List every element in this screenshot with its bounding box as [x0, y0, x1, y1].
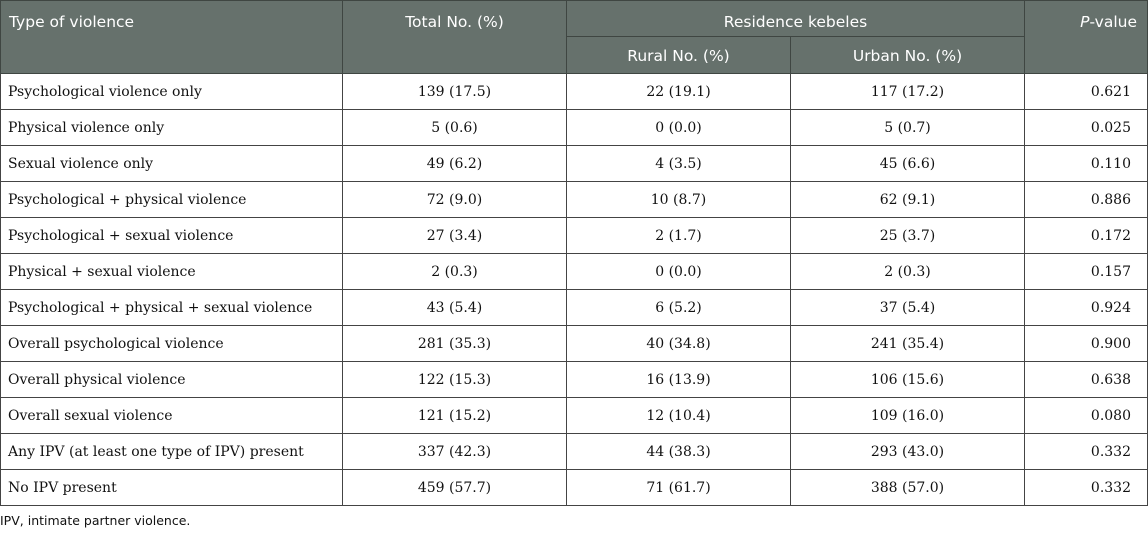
- cell-urban: 2 (0.3): [790, 253, 1025, 290]
- cell-total: 49 (6.2): [342, 145, 567, 182]
- header-p-value: P-value: [1024, 0, 1148, 74]
- cell-type: Any IPV (at least one type of IPV) prese…: [0, 433, 343, 470]
- cell-type: Physical violence only: [0, 109, 343, 146]
- cell-urban: 241 (35.4): [790, 325, 1025, 362]
- cell-urban: 117 (17.2): [790, 73, 1025, 110]
- cell-rural: 2 (1.7): [566, 217, 791, 254]
- table-row: Psychological + physical violence 72 (9.0…: [0, 181, 1148, 218]
- table-row: Sexual violence only 49 (6.2) 4 (3.5) 45 (6…: [0, 145, 1148, 182]
- cell-rural: 40 (34.8): [566, 325, 791, 362]
- cell-total: 5 (0.6): [342, 109, 567, 146]
- cell-p-value: 0.025: [1024, 109, 1148, 146]
- table-row: Psychological + physical + sexual violen…: [0, 289, 1148, 326]
- table-body: Psychological violence only 139 (17.5) 22 …: [0, 73, 1148, 506]
- header-row-top: Type of violence Total No. (%) Residence…: [0, 0, 1148, 74]
- cell-type: Psychological + sexual violence: [0, 217, 343, 254]
- cell-total: 459 (57.7): [342, 469, 567, 506]
- cell-p-value: 0.080: [1024, 397, 1148, 434]
- cell-total: 139 (17.5): [342, 73, 567, 110]
- cell-urban: 106 (15.6): [790, 361, 1025, 398]
- cell-total: 281 (35.3): [342, 325, 567, 362]
- table-row: Any IPV (at least one type of IPV) prese…: [0, 433, 1148, 470]
- cell-p-value: 0.172: [1024, 217, 1148, 254]
- cell-rural: 6 (5.2): [566, 289, 791, 326]
- cell-rural: 22 (19.1): [566, 73, 791, 110]
- header-rural: Rural No. (%): [566, 36, 791, 74]
- table-row: Psychological violence only 139 (17.5) 22 …: [0, 73, 1148, 110]
- cell-p-value: 0.621: [1024, 73, 1148, 110]
- header-total: Total No. (%): [342, 0, 567, 74]
- table-row: Overall physical violence 122 (15.3) 16 (1…: [0, 361, 1148, 398]
- header-urban: Urban No. (%): [790, 36, 1025, 74]
- cell-p-value: 0.900: [1024, 325, 1148, 362]
- cell-rural: 12 (10.4): [566, 397, 791, 434]
- cell-total: 121 (15.2): [342, 397, 567, 434]
- cell-total: 122 (15.3): [342, 361, 567, 398]
- cell-type: Overall psychological violence: [0, 325, 343, 362]
- table-row: Overall psychological violence 281 (35.3)…: [0, 325, 1148, 362]
- header-type-of-violence: Type of violence: [0, 0, 343, 74]
- header-p-suffix: -value: [1089, 13, 1137, 31]
- cell-total: 72 (9.0): [342, 181, 567, 218]
- cell-type: Sexual violence only: [0, 145, 343, 182]
- cell-urban: 109 (16.0): [790, 397, 1025, 434]
- cell-p-value: 0.638: [1024, 361, 1148, 398]
- cell-urban: 62 (9.1): [790, 181, 1025, 218]
- cell-total: 27 (3.4): [342, 217, 567, 254]
- cell-urban: 293 (43.0): [790, 433, 1025, 470]
- cell-p-value: 0.110: [1024, 145, 1148, 182]
- cell-type: Overall sexual violence: [0, 397, 343, 434]
- cell-type: Psychological + physical + sexual violen…: [0, 289, 343, 326]
- cell-urban: 45 (6.6): [790, 145, 1025, 182]
- table-row: Physical violence only 5 (0.6) 0 (0.0) 5 (0…: [0, 109, 1148, 146]
- cell-p-value: 0.332: [1024, 433, 1148, 470]
- cell-type: Physical + sexual violence: [0, 253, 343, 290]
- cell-rural: 4 (3.5): [566, 145, 791, 182]
- cell-urban: 5 (0.7): [790, 109, 1025, 146]
- cell-urban: 388 (57.0): [790, 469, 1025, 506]
- table-row: Psychological + sexual violence 27 (3.4) 2…: [0, 217, 1148, 254]
- cell-type: Overall physical violence: [0, 361, 343, 398]
- cell-p-value: 0.886: [1024, 181, 1148, 218]
- cell-rural: 0 (0.0): [566, 253, 791, 290]
- cell-urban: 37 (5.4): [790, 289, 1025, 326]
- table-footnote: IPV, intimate partner violence.: [0, 513, 191, 528]
- cell-rural: 16 (13.9): [566, 361, 791, 398]
- ipv-table: Type of violence Total No. (%) Residence…: [0, 0, 1148, 506]
- cell-urban: 25 (3.7): [790, 217, 1025, 254]
- table-row: No IPV present 459 (57.7) 71 (61.7) 388 (57…: [0, 469, 1148, 506]
- cell-rural: 10 (8.7): [566, 181, 791, 218]
- cell-rural: 44 (38.3): [566, 433, 791, 470]
- cell-rural: 71 (61.7): [566, 469, 791, 506]
- cell-p-value: 0.332: [1024, 469, 1148, 506]
- cell-p-value: 0.157: [1024, 253, 1148, 290]
- header-row-sub: Rural No. (%) Urban No. (%): [1, 36, 1148, 74]
- table-row: Overall sexual violence 121 (15.2) 12 (10.…: [0, 397, 1148, 434]
- cell-type: Psychological violence only: [0, 73, 343, 110]
- cell-type: Psychological + physical violence: [0, 181, 343, 218]
- table-row: Physical + sexual violence 2 (0.3) 0 (0.0)…: [0, 253, 1148, 290]
- cell-type: No IPV present: [0, 469, 343, 506]
- cell-p-value: 0.924: [1024, 289, 1148, 326]
- cell-total: 43 (5.4): [342, 289, 567, 326]
- header-p-italic: P: [1080, 13, 1090, 31]
- cell-total: 337 (42.3): [342, 433, 567, 470]
- header-residence-kebeles: Residence kebeles: [566, 0, 1025, 37]
- cell-rural: 0 (0.0): [566, 109, 791, 146]
- cell-total: 2 (0.3): [342, 253, 567, 290]
